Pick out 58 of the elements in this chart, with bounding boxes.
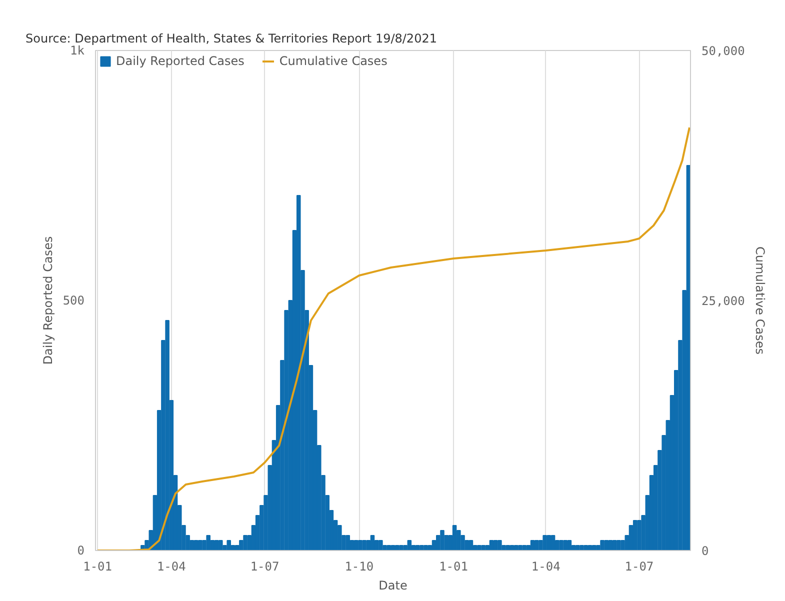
- y-tick-label: 500: [62, 294, 85, 308]
- bar: [218, 540, 223, 550]
- x-tick-label: 1-01: [83, 560, 112, 574]
- bar: [198, 540, 202, 550]
- bar: [468, 540, 474, 550]
- bar: [530, 540, 535, 550]
- bar: [452, 525, 457, 550]
- source-note: Source: Department of Health, States & Territories Report 19/8/2021: [26, 32, 437, 46]
- y2-axis-title: Cumulative Cases: [752, 246, 767, 354]
- bar: [498, 540, 502, 550]
- x-tick-label: 1-07: [250, 560, 280, 574]
- bar: [424, 545, 428, 550]
- bar: [206, 535, 210, 550]
- x-tick-label: 1-04: [531, 560, 560, 574]
- legend-label: Daily Reported Cases: [116, 54, 244, 68]
- bar: [407, 540, 412, 550]
- y2-tick-label: 25,000: [702, 294, 745, 308]
- bar: [296, 195, 301, 550]
- y-tick-label: 0: [77, 544, 85, 558]
- bar: [563, 540, 568, 550]
- x-tick-label: 1-04: [156, 560, 186, 574]
- x-tick-label: 1-07: [624, 560, 654, 574]
- bar: [370, 535, 375, 550]
- bar: [358, 540, 362, 550]
- bar: [354, 540, 358, 550]
- y2-tick-label: 50,000: [702, 44, 745, 58]
- bar: [440, 530, 444, 550]
- y2-tick-label: 0: [702, 544, 709, 558]
- bar: [362, 540, 366, 550]
- bar: [534, 540, 539, 550]
- bar: [550, 535, 556, 550]
- bar: [600, 540, 604, 550]
- bar: [567, 540, 572, 550]
- bar: [194, 540, 198, 550]
- bar: [616, 540, 621, 550]
- y-tick-label: 1k: [70, 44, 86, 58]
- y-axis-title: Daily Reported Cases: [40, 236, 55, 365]
- bar: [346, 535, 350, 550]
- bar: [489, 540, 494, 550]
- legend-label: Cumulative Cases: [279, 54, 388, 68]
- bar: [632, 520, 638, 550]
- bar: [546, 535, 552, 550]
- x-axis-title: Date: [378, 578, 408, 592]
- bar: [493, 540, 498, 550]
- x-tick-label: 1-10: [344, 560, 374, 574]
- bar: [608, 540, 613, 550]
- bar: [214, 540, 219, 550]
- bar: [612, 540, 617, 550]
- bar: [584, 545, 588, 550]
- bar: [542, 535, 547, 550]
- bar: [604, 540, 609, 550]
- x-tick-label: 1-01: [439, 560, 468, 574]
- bar: [559, 540, 564, 550]
- bar: [226, 540, 232, 550]
- bar: [522, 545, 526, 550]
- bar: [243, 535, 248, 550]
- bar: [165, 320, 170, 550]
- bar: [378, 540, 383, 550]
